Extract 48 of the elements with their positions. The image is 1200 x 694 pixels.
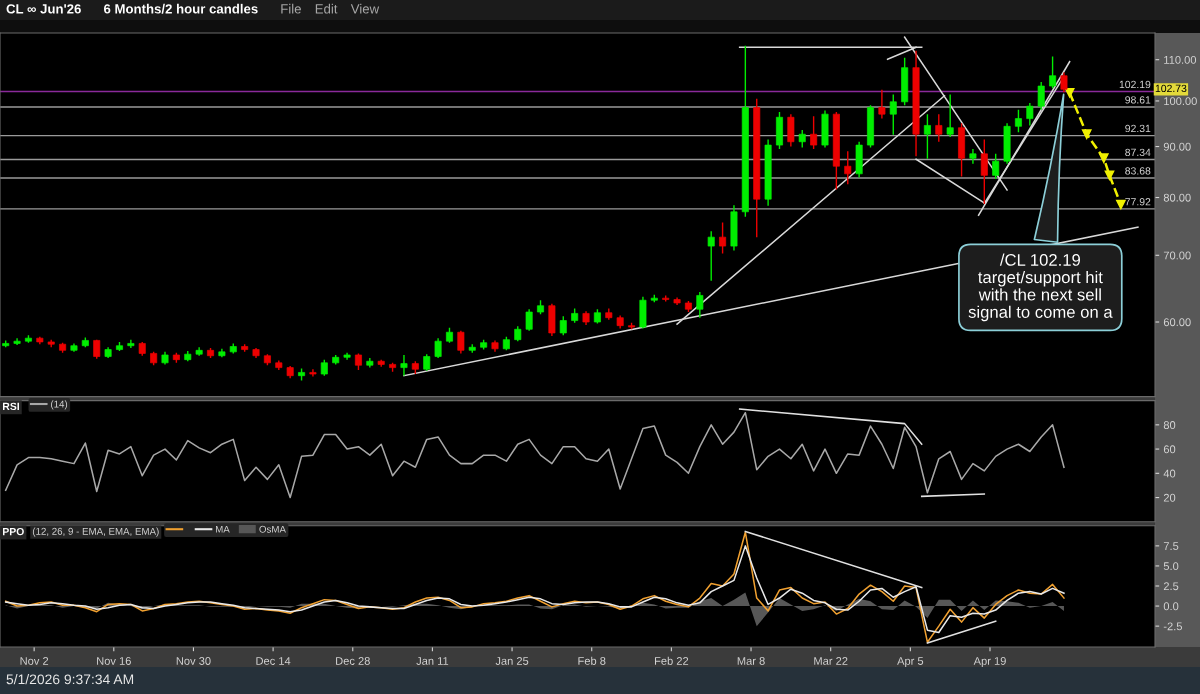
ref-line-label: 92.31 [1125,124,1151,133]
chart-subtitle: 6 Months/2 hour candles [103,3,258,14]
text: Edit [315,3,338,14]
x-tick-label: Nov 16 [97,657,131,665]
y-tick-label: 100.00 [1164,97,1197,106]
y-tick-label: 110.00 [1164,55,1197,64]
text: View [350,3,380,14]
y-tick-label: -2.5 [1163,622,1183,631]
annotation: 102.73 [1155,84,1187,93]
x-tick-label: Dec 28 [336,657,370,665]
y-tick-label: 80.00 [1163,193,1191,202]
chart-title: PPO [3,527,24,536]
annotation: /CL 102.19 target/support hit with the next sell signal to come on a [968,253,1113,322]
legend-label: OsMA [259,525,286,533]
y-tick-label: 2.5 [1163,582,1179,591]
y-tick-label: 60.00 [1163,318,1191,327]
x-tick-label: Mar 8 [737,657,765,665]
x-tick-label: Apr 5 [897,657,924,668]
x-tick-label: Feb 22 [655,656,689,665]
x-tick-label: Apr 19 [973,657,1006,668]
text: 5/1/2026 9:37:34 AM [6,674,134,685]
y-tick-label: 7.5 [1163,542,1179,550]
x-tick-label: Mar 22 [814,657,848,665]
legend-label: MA [216,525,230,533]
ref-line-label: 77.92 [1125,198,1151,206]
y-tick-label: 80 [1163,421,1176,429]
y-tick-label: 90.00 [1163,142,1191,151]
chart-title: RSI [3,402,19,411]
ref-line-label: 83.68 [1125,167,1151,175]
y-tick-label: 0.0 [1163,602,1179,611]
x-tick-label: Dec 14 [256,657,291,665]
ref-line-label: 98.61 [1125,96,1151,104]
x-tick-label: Jan 11 [416,657,449,665]
y-tick-label: 5.0 [1163,562,1179,571]
y-tick-label: 20 [1163,493,1176,502]
legend-label: (14) [51,400,68,410]
x-tick-label: Feb 8 [578,656,606,665]
chart-subtitle: (12, 26, 9 - EMA, EMA, EMA) [32,527,159,537]
y-tick-label: 40 [1163,469,1176,478]
x-tick-label: Nov 30 [176,657,211,665]
x-tick-label: Nov 2 [20,657,49,665]
text: File [281,3,301,14]
ref-line-label: 87.34 [1125,148,1151,157]
y-tick-label: 70.00 [1163,251,1191,260]
chart-title: CL ∞ Jun'26 [6,4,81,14]
x-tick-label: Jan 25 [495,657,529,665]
ref-line-label: 102.19 [1119,80,1151,89]
y-tick-label: 60 [1163,445,1176,454]
